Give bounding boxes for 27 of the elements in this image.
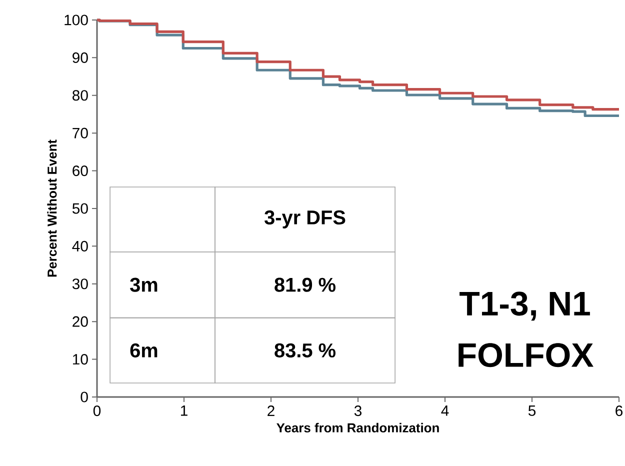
annotation: 3m — [130, 278, 158, 292]
x-axis-title: Years from Randomization — [276, 422, 439, 432]
annotation: FOLFOX — [458, 343, 594, 368]
y-tick-label: 10 — [73, 354, 88, 365]
y-tick-label: 40 — [72, 240, 88, 252]
annotation: 81.9 % — [274, 278, 336, 292]
y-tick-label: 70 — [72, 128, 88, 138]
x-tick-label: 6 — [616, 406, 623, 416]
y-tick-label: 0 — [80, 392, 88, 402]
x-tick-label: 3 — [354, 406, 362, 416]
y-tick-label: 30 — [72, 278, 88, 290]
y-axis-title: Percent Without Event — [47, 140, 57, 277]
y-tick-label: 90 — [72, 52, 88, 63]
y-tick-label: 100 — [64, 14, 88, 26]
annotation: 6m — [130, 343, 158, 358]
annotation: 3-yr DFS — [264, 210, 346, 228]
annotation: T1-3, N1 — [460, 292, 590, 321]
x-tick-label: 4 — [441, 406, 449, 416]
y-tick-label: 50 — [72, 203, 88, 214]
x-tick-label: 2 — [268, 406, 274, 416]
x-tick-label: 1 — [180, 406, 188, 416]
x-tick-label: 5 — [528, 406, 536, 416]
annotation: 83.5 % — [274, 343, 336, 358]
y-tick-label: 20 — [72, 316, 88, 327]
y-tick-label: 60 — [72, 165, 88, 176]
y-tick-label: 80 — [72, 90, 88, 101]
x-tick-label: 0 — [93, 406, 101, 416]
